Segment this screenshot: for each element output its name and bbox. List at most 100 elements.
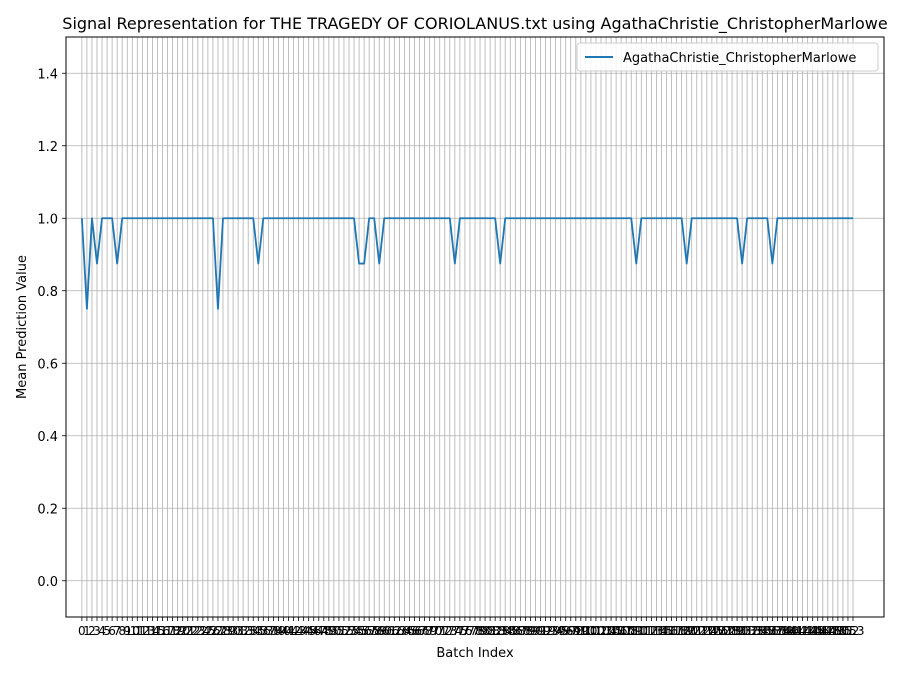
x-tick-label: 16 xyxy=(155,624,170,638)
x-tick-label: 63 xyxy=(392,624,407,638)
x-tick-label: 106 xyxy=(605,624,628,638)
y-tick-label: 0.8 xyxy=(37,285,58,300)
x-tick-label: 111 xyxy=(630,624,653,638)
x-tick-label: 89 xyxy=(523,624,538,638)
x-axis-ticks: 0123456789101112131415161718192021222324… xyxy=(78,617,864,638)
x-tick-label: 79 xyxy=(472,624,487,638)
x-tick-label: 103 xyxy=(590,624,613,638)
x-tick-label: 117 xyxy=(660,624,683,638)
x-tick-label: 35 xyxy=(251,624,266,638)
x-tick-label: 127 xyxy=(711,624,734,638)
x-tick-label: 17 xyxy=(160,624,175,638)
x-tick-label: 109 xyxy=(620,624,643,638)
x-tick-label: 119 xyxy=(670,624,693,638)
x-tick-label: 90 xyxy=(528,624,543,638)
x-tick-label: 19 xyxy=(170,624,185,638)
x-tick-label: 32 xyxy=(236,624,251,638)
x-tick-label: 105 xyxy=(600,624,623,638)
x-tick-label: 124 xyxy=(695,624,718,638)
x-tick-label: 48 xyxy=(316,624,331,638)
x-tick-label: 18 xyxy=(165,624,180,638)
x-tick-label: 87 xyxy=(513,624,528,638)
x-tick-label: 97 xyxy=(563,624,578,638)
x-tick-label: 116 xyxy=(655,624,678,638)
x-tick-label: 102 xyxy=(585,624,608,638)
x-tick-label: 99 xyxy=(573,624,588,638)
x-tick-label: 38 xyxy=(266,624,281,638)
x-tick-label: 71 xyxy=(432,624,447,638)
x-tick-label: 30 xyxy=(225,624,240,638)
x-tick-label: 135 xyxy=(751,624,774,638)
x-tick-label: 123 xyxy=(690,624,713,638)
x-tick-label: 59 xyxy=(372,624,387,638)
x-tick-label: 65 xyxy=(402,624,417,638)
x-tick-label: 34 xyxy=(246,624,261,638)
x-tick-label: 60 xyxy=(377,624,392,638)
x-tick-label: 56 xyxy=(356,624,371,638)
x-tick-label: 110 xyxy=(625,624,648,638)
x-tick-label: 69 xyxy=(422,624,437,638)
x-tick-label: 10 xyxy=(125,624,140,638)
x-tick-label: 25 xyxy=(200,624,215,638)
x-tick-label: 57 xyxy=(362,624,377,638)
x-tick-label: 5 xyxy=(103,624,111,638)
x-tick-label: 9 xyxy=(123,624,131,638)
legend-box xyxy=(576,42,879,72)
series-line xyxy=(80,217,853,310)
x-tick-label: 29 xyxy=(220,624,235,638)
x-tick-label: 139 xyxy=(771,624,794,638)
x-tick-label: 39 xyxy=(271,624,286,638)
x-tick-label: 13 xyxy=(140,624,155,638)
x-tick-label: 91 xyxy=(533,624,548,638)
x-tick-label: 66 xyxy=(407,624,422,638)
x-tick-label: 142 xyxy=(786,624,809,638)
x-tick-label: 46 xyxy=(306,624,321,638)
x-tick-label: 49 xyxy=(321,624,336,638)
x-tick-label: 125 xyxy=(700,624,723,638)
x-tick-label: 53 xyxy=(341,624,356,638)
x-tick-label: 151 xyxy=(831,624,854,638)
x-tick-label: 42 xyxy=(286,624,301,638)
y-tick-label: 1.4 xyxy=(37,67,58,82)
x-tick-label: 67 xyxy=(412,624,427,638)
x-tick-label: 133 xyxy=(741,624,764,638)
y-axis-ticks: 0.0 0.2 0.4 0.6 0.8 1.0 1.2 1.4 xyxy=(37,67,66,590)
x-tick-label: 137 xyxy=(761,624,784,638)
x-tick-label: 52 xyxy=(336,624,351,638)
x-tick-label: 4 xyxy=(98,624,106,638)
x-tick-label: 6 xyxy=(108,624,116,638)
x-tick-label: 83 xyxy=(493,624,508,638)
x-tick-label: 37 xyxy=(261,624,276,638)
x-tick-label: 8 xyxy=(118,624,126,638)
x-tick-label: 24 xyxy=(195,624,210,638)
x-tick-label: 92 xyxy=(538,624,553,638)
x-axis-label: Batch Index xyxy=(436,646,514,661)
x-tick-label: 20 xyxy=(175,624,190,638)
x-tick-label: 96 xyxy=(558,624,573,638)
y-tick-label: 1.0 xyxy=(37,212,58,227)
x-tick-label: 22 xyxy=(185,624,200,638)
x-tick-label: 82 xyxy=(488,624,503,638)
x-tick-label: 41 xyxy=(281,624,296,638)
x-tick-label: 100 xyxy=(574,624,597,638)
x-tick-label: 77 xyxy=(462,624,477,638)
x-tick-label: 144 xyxy=(796,624,819,638)
x-tick-label: 44 xyxy=(296,624,311,638)
x-tick-label: 107 xyxy=(610,624,633,638)
x-tick-label: 150 xyxy=(826,624,849,638)
series-layer xyxy=(80,217,853,310)
legend: AgathaChristie_ChristopherMarlowe xyxy=(576,42,879,72)
x-tick-label: 31 xyxy=(230,624,245,638)
x-tick-label: 61 xyxy=(382,624,397,638)
x-tick-label: 72 xyxy=(437,624,452,638)
x-tick-label: 15 xyxy=(150,624,165,638)
x-tick-label: 26 xyxy=(205,624,220,638)
x-tick-label: 36 xyxy=(256,624,271,638)
x-tick-label: 118 xyxy=(665,624,688,638)
x-tick-label: 33 xyxy=(241,624,256,638)
x-tick-label: 126 xyxy=(705,624,728,638)
x-tick-label: 11 xyxy=(130,624,145,638)
x-tick-label: 113 xyxy=(640,624,663,638)
x-tick-label: 84 xyxy=(498,624,513,638)
